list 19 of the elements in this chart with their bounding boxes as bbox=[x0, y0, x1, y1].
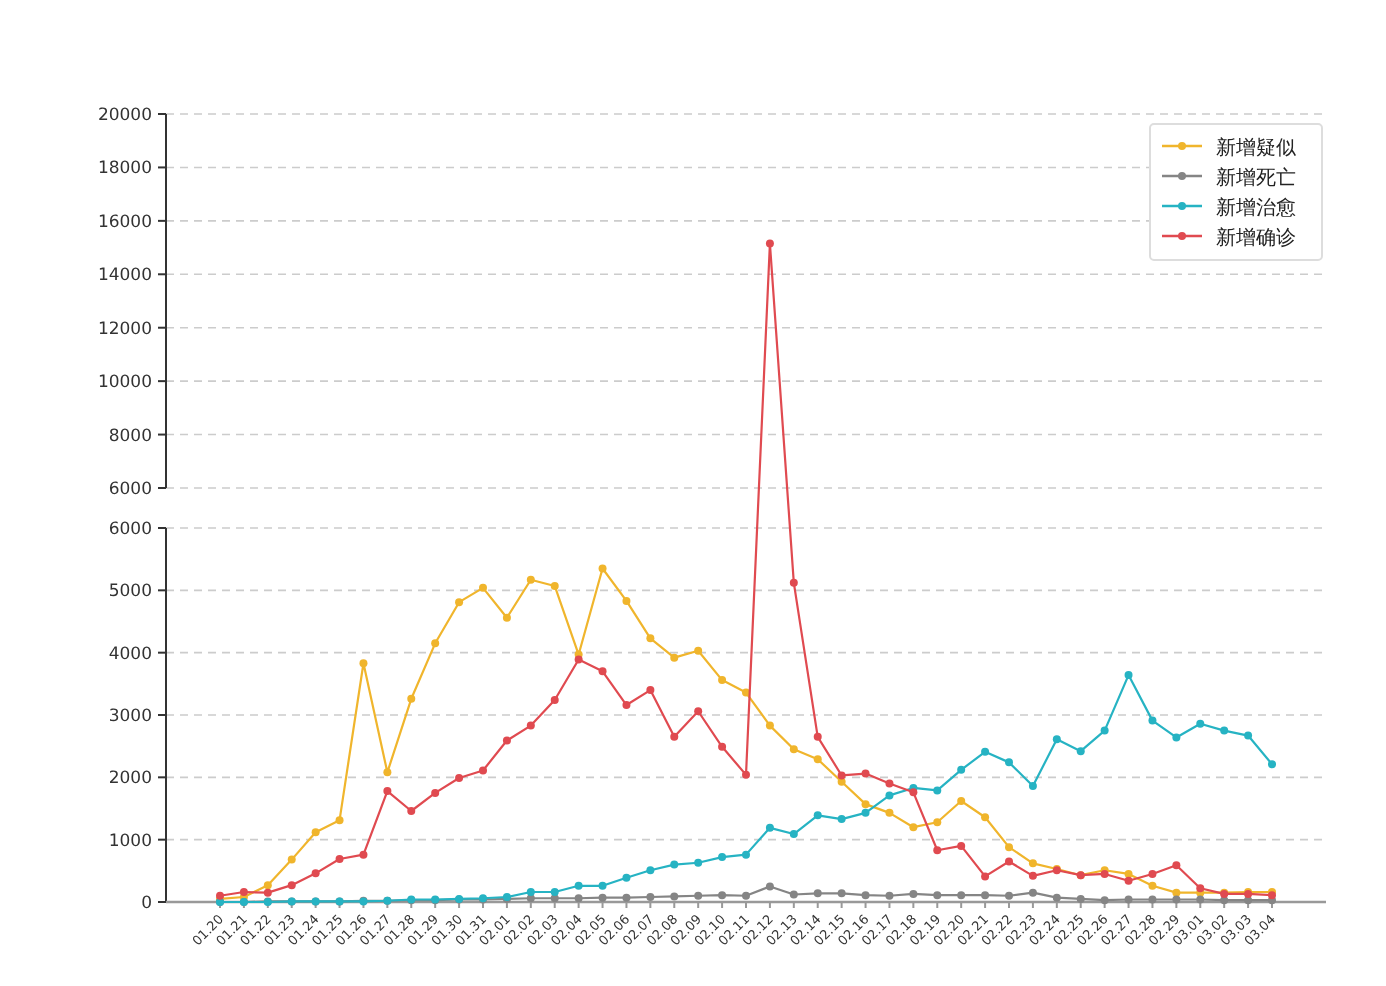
y-tick-label: 1000 bbox=[108, 831, 152, 852]
y-tick-label: 16000 bbox=[97, 212, 152, 233]
y-tick-label: 6000 bbox=[108, 520, 152, 540]
y-tick-label: 10000 bbox=[97, 373, 152, 394]
y-tick-label: 18000 bbox=[97, 159, 152, 180]
y-tick-label: 0 bbox=[141, 894, 152, 914]
y-tick-label: 4000 bbox=[108, 644, 152, 665]
y-tick-label: 20000 bbox=[97, 106, 152, 126]
legend-label: 新增疑似 bbox=[1216, 136, 1296, 160]
y-tick-label: 8000 bbox=[108, 426, 152, 447]
y-tick-label: 5000 bbox=[108, 582, 152, 603]
legend-label: 新增确诊 bbox=[1216, 226, 1296, 250]
y-tick-label: 14000 bbox=[97, 266, 152, 287]
y-tick-label: 3000 bbox=[108, 707, 152, 727]
y-tick-label: 2000 bbox=[108, 769, 152, 790]
legend-label: 新增治愈 bbox=[1216, 196, 1296, 220]
y-tick-label: 12000 bbox=[97, 319, 152, 340]
y-tick-label: 6000 bbox=[108, 480, 152, 500]
legend-label: 新增死亡 bbox=[1216, 166, 1296, 190]
